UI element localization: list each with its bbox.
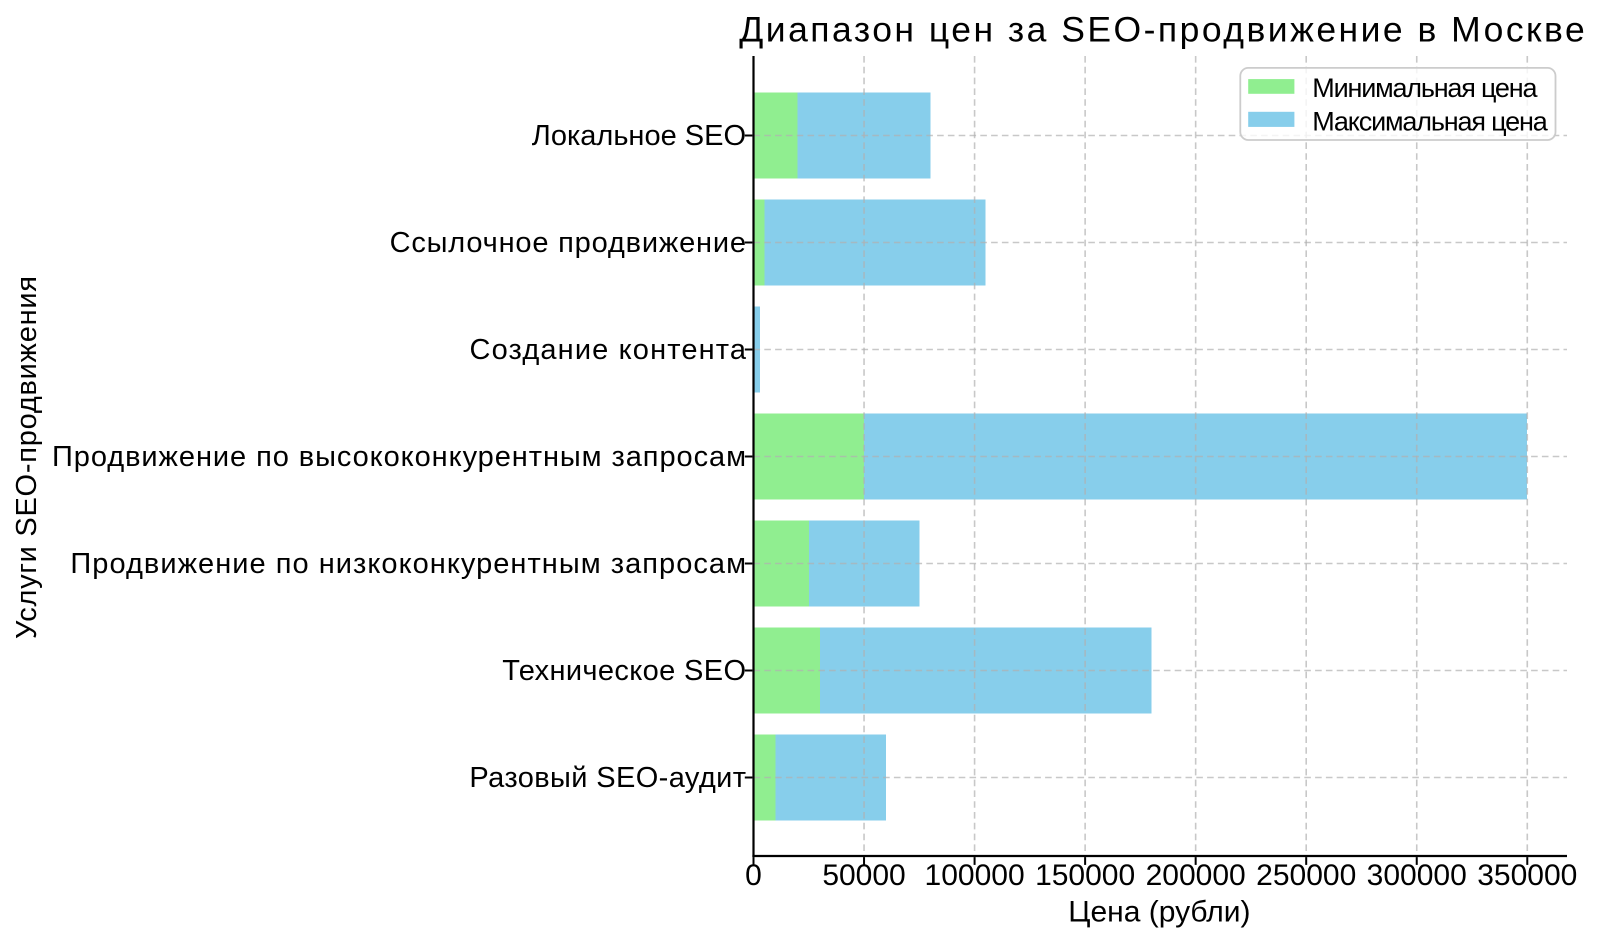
svg-text:Продвижение по низкоконкурентн: Продвижение по низкоконкурентным запроса… [70, 548, 746, 580]
svg-text:Разовый SEO-аудит: Разовый SEO-аудит [469, 762, 746, 794]
svg-text:200000: 200000 [1146, 859, 1246, 892]
svg-text:Цена (рубли): Цена (рубли) [1068, 896, 1250, 929]
svg-text:150000: 150000 [1035, 859, 1135, 892]
svg-text:Максимальная цена: Максимальная цена [1312, 107, 1548, 137]
svg-text:Продвижение по высококонкурент: Продвижение по высококонкурентным запрос… [52, 441, 746, 473]
svg-text:0: 0 [745, 859, 762, 892]
svg-text:50000: 50000 [822, 859, 905, 892]
svg-text:100000: 100000 [925, 859, 1025, 892]
svg-text:Диапазон цен за SEO-продвижени: Диапазон цен за SEO-продвижение в Москве [739, 10, 1585, 50]
svg-text:250000: 250000 [1256, 859, 1356, 892]
svg-text:350000: 350000 [1477, 859, 1577, 892]
svg-text:Услуги SEO-продвижения: Услуги SEO-продвижения [11, 276, 43, 639]
svg-text:Локальное SEO: Локальное SEO [532, 120, 746, 152]
svg-text:300000: 300000 [1367, 859, 1467, 892]
svg-text:Ссылочное продвижение: Ссылочное продвижение [390, 227, 746, 259]
svg-text:Создание контента: Создание контента [470, 334, 747, 366]
svg-text:Минимальная цена: Минимальная цена [1312, 73, 1538, 103]
svg-text:Техническое SEO: Техническое SEO [502, 655, 746, 687]
